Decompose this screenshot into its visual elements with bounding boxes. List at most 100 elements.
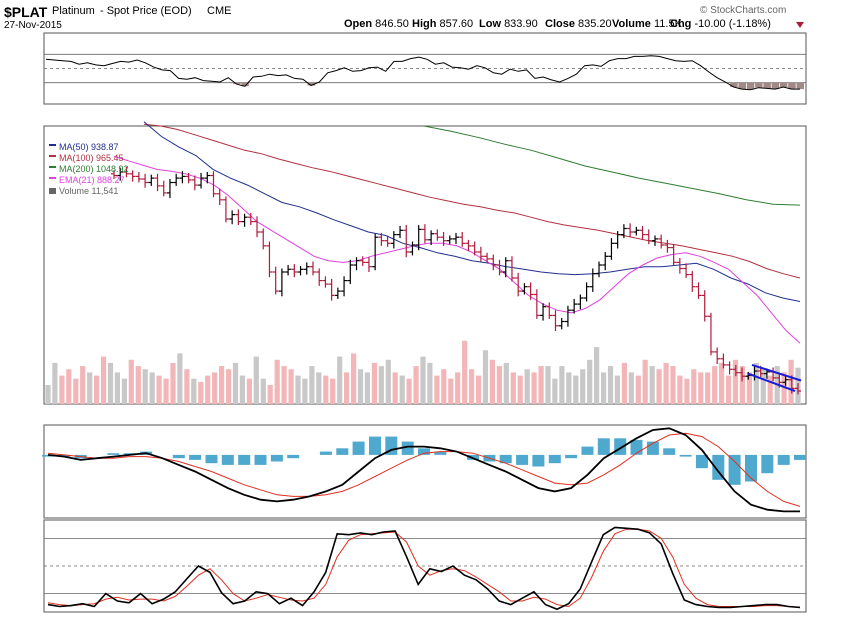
legend-entry: MA(200) 1048.92 xyxy=(59,164,129,174)
volume-bar xyxy=(52,362,58,404)
trend-channel-lower xyxy=(747,372,796,392)
chart-date: 27-Nov-2015 xyxy=(4,20,62,31)
rsi-oversold-fill xyxy=(233,82,241,85)
volume-bar xyxy=(781,372,787,404)
ohlc-item: Low 833.90 xyxy=(479,18,538,30)
macd-histogram-bar xyxy=(728,454,741,485)
ohlc-value: 846.50 xyxy=(375,18,409,30)
volume-bar xyxy=(156,375,162,404)
macd-panel xyxy=(42,424,807,519)
volume-bar xyxy=(101,356,107,404)
volume-bar xyxy=(607,366,614,404)
rsi-panel xyxy=(43,32,807,105)
volume-bar xyxy=(330,378,336,404)
ohlc-value: 11.5K xyxy=(654,18,683,30)
rsi-oversold-fill xyxy=(730,82,738,87)
legend-entry: MA(50) 938.87 xyxy=(59,142,119,152)
volume-bar xyxy=(732,359,739,404)
volume-bar xyxy=(489,359,495,404)
volume-bar xyxy=(378,366,384,404)
ohlc-value: -10.00 (-1.18%) xyxy=(694,18,770,30)
macd-histogram-bar xyxy=(369,436,381,455)
macd-histogram-bar xyxy=(597,438,610,455)
ohlc-value: 835.20 xyxy=(578,18,612,30)
volume-bar xyxy=(434,375,440,404)
macd-histogram-bar xyxy=(532,454,545,467)
volume-bar xyxy=(232,362,239,404)
ma50-line xyxy=(143,121,801,302)
macd-histogram-bar xyxy=(548,454,561,464)
macd-line xyxy=(47,427,800,513)
macd-histogram-bar xyxy=(270,454,283,462)
volume-bar xyxy=(87,372,93,404)
legend-swatch xyxy=(49,166,56,168)
volume-bar xyxy=(642,359,648,404)
volume-bar xyxy=(559,366,565,404)
macd-histogram-bar xyxy=(679,454,692,457)
volume-bar xyxy=(73,378,79,404)
volume-bar xyxy=(788,359,794,404)
volume-bar xyxy=(746,372,752,404)
volume-bar xyxy=(663,362,669,404)
legend-entry: Volume 11,541 xyxy=(59,186,118,196)
ohlc-label: Open xyxy=(344,18,375,30)
rsi-oversold-fill xyxy=(241,82,249,87)
volume-bar xyxy=(94,375,100,404)
ohlc-item: Open 846.50 xyxy=(344,18,409,30)
macd-histogram-bar xyxy=(418,448,430,455)
volume-bar xyxy=(476,375,482,404)
volume-bar xyxy=(545,366,551,404)
macd-histogram-bar xyxy=(336,448,349,455)
volume-bar xyxy=(135,366,141,404)
macd-histogram-bar xyxy=(434,451,447,455)
volume-bar xyxy=(219,366,225,404)
volume-bar xyxy=(274,359,280,404)
ohlc-summary: Open 846.50 High 857.60 Low 833.90 Close 83… xyxy=(344,18,804,30)
volume-bar xyxy=(469,369,475,404)
chart-subtitle: - Spot Price (EOD) xyxy=(100,5,192,17)
volume-bar xyxy=(739,366,745,404)
ema21-line xyxy=(113,155,801,344)
volume-bar xyxy=(448,378,454,404)
volume-bar xyxy=(205,375,211,404)
ohlc-item: High 857.60 xyxy=(412,18,473,30)
macd-histogram-bar xyxy=(254,454,267,465)
ohlc-label: High xyxy=(412,18,440,30)
ohlc-label: Close xyxy=(545,18,578,30)
volume-bar xyxy=(621,362,627,404)
volume-bar xyxy=(309,366,315,404)
volume-bar xyxy=(121,378,127,404)
volume-bar xyxy=(462,340,468,404)
rsi-oversold-fill xyxy=(307,82,316,86)
volume-bar xyxy=(719,362,725,404)
volume-bar xyxy=(295,375,301,404)
legend-entry: EMA(21) 888.27 xyxy=(59,175,125,185)
macd-frame xyxy=(43,424,807,519)
ohlc-value: 833.90 xyxy=(504,18,538,30)
volume-bar xyxy=(226,369,232,404)
volume-bar xyxy=(482,350,489,404)
ohlc-label: Volume xyxy=(612,18,654,30)
volume-bar xyxy=(698,372,704,404)
volume-bar xyxy=(59,375,65,404)
volume-bar xyxy=(684,378,690,404)
volume-bar xyxy=(302,378,308,404)
ohlc-item: Chg -10.00 (-1.18%) xyxy=(670,18,771,30)
volume-bar xyxy=(212,372,218,404)
volume-bar xyxy=(413,366,419,404)
volume-bar xyxy=(524,369,530,404)
volume-bar xyxy=(552,378,558,404)
volume-bar xyxy=(260,378,266,404)
rsi-oversold-fill xyxy=(771,82,780,90)
macd-histogram-bar xyxy=(401,441,414,455)
macd-histogram-bar xyxy=(107,453,120,455)
volume-bar xyxy=(149,372,155,404)
rsi-oversold-fill xyxy=(779,82,788,87)
macd-histogram-bar xyxy=(287,454,300,459)
ohlc-item: Volume 11.5K xyxy=(612,18,683,30)
ohlc-value: 857.60 xyxy=(440,18,474,30)
trend-channel-upper xyxy=(751,363,802,382)
ohlc-label: Chg xyxy=(670,18,694,30)
rsi-oversold-fill xyxy=(763,82,771,89)
volume-bar xyxy=(351,353,357,404)
